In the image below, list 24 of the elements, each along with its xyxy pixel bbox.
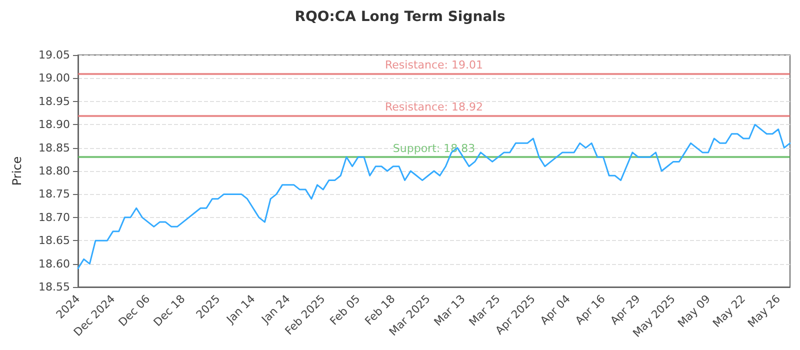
y-tick-label: 18.80	[38, 164, 70, 178]
y-tick-label: 18.65	[38, 234, 70, 248]
y-tick-label: 19.00	[38, 72, 70, 85]
y-tick-label: 18.60	[38, 257, 70, 270]
y-axis-title: Price	[10, 156, 24, 186]
ref-line-label: Resistance: 19.01	[385, 58, 483, 72]
x-tick-label: Dec 18	[151, 292, 188, 329]
x-tick-label: Jan 14	[223, 292, 258, 327]
y-tick-label: 19.05	[38, 48, 70, 62]
chart-title: RQO:CA Long Term Signals	[294, 9, 506, 25]
y-tick-label: 18.75	[38, 188, 70, 201]
y-tick-label: 18.70	[38, 210, 70, 224]
x-tick-label: Mar 13	[432, 292, 468, 329]
ref-line-label: Resistance: 18.92	[385, 100, 483, 114]
x-tick-label: Feb 05	[327, 292, 363, 328]
x-tick-label: Dec 06	[116, 292, 153, 329]
ref-line-label: Support: 18.83	[392, 142, 476, 156]
y-tick-label: 18.55	[38, 280, 70, 294]
y-tick-label: 18.90	[38, 118, 70, 132]
line-series	[77, 124, 791, 270]
x-tick-label: Apr 16	[572, 292, 608, 328]
y-tick-label: 18.85	[38, 141, 70, 154]
y-tick-label: 18.95	[38, 94, 70, 108]
x-tick-label: Apr 04	[538, 292, 573, 328]
